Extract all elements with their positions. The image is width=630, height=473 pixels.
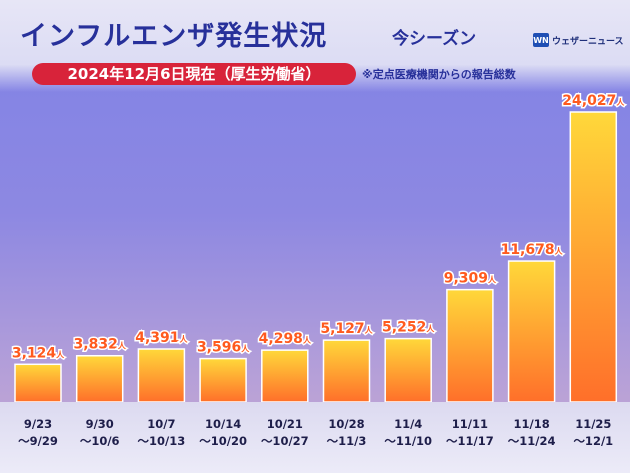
data-label: 24,027人 [562,93,625,109]
tick-label: 11/11 〜11/17 [439,416,501,450]
bar [199,357,247,403]
tick-label-end: 〜9/29 [18,434,58,448]
tick-label: 11/4 〜11/10 [377,416,439,450]
bar [569,111,618,403]
bar [261,349,309,403]
tick-label-end: 〜11/3 [326,434,367,448]
weathernews-logo: WN ウェザーニュース [533,32,624,48]
data-label: 5,252人 [382,320,435,336]
tick-label-start: 11/11 [451,417,488,431]
tick-label: 10/7 〜10/13 [130,416,192,450]
data-label: 3,832人 [74,337,127,353]
tick-label-end: 〜12/1 [573,434,614,448]
bar [14,363,62,403]
data-label: 3,596人 [197,340,250,356]
chart-title-season: 今シーズン [392,29,477,49]
logo-mark-icon: WN [533,33,549,47]
data-label: 9,309人 [444,271,497,287]
tick-label-start: 9/23 [23,417,53,431]
tick-label-end: 〜10/6 [79,434,120,448]
x-axis-labels: 9/23 〜9/29 9/30 〜10/6 10/7 〜10/13 10/14 〜10/20 1… [0,402,630,473]
tick-label-end: 〜10/27 [260,434,309,448]
tick-label-end: 〜10/13 [137,434,186,448]
tick-label-end: 〜11/24 [507,434,556,448]
tick-label: 11/25 〜12/1 [562,416,624,450]
data-label: 4,391人 [135,330,188,346]
tick-label: 10/21 〜10/27 [254,416,316,450]
tick-label-start: 10/7 [147,417,176,431]
data-label: 4,298人 [259,331,312,347]
tick-label: 9/23 〜9/29 [7,416,69,450]
tick-label-end: 〜11/10 [384,434,433,448]
tick-label: 10/28 〜11/3 [316,416,378,450]
tick-label-end: 〜11/17 [446,434,494,448]
bar [322,339,371,403]
tick-label: 9/30 〜10/6 [69,416,131,450]
tick-label-start: 10/21 [266,417,303,431]
source-note: ※定点医療機関からの報告総数 [362,68,516,81]
date-badge: 2024年12月6日現在（厚生労働省） [32,63,356,85]
tick-label-start: 11/25 [575,417,612,431]
tick-label-end: 〜10/20 [199,434,247,448]
tick-label-start: 10/14 [204,417,242,431]
tick-label: 11/18 〜11/24 [501,416,563,450]
tick-label-start: 11/18 [513,417,550,431]
bar [137,348,186,403]
bar [75,354,124,403]
data-label: 5,127人 [320,321,373,337]
tick-label-start: 11/4 [394,417,423,431]
bar [446,288,494,403]
data-label: 11,678人 [501,242,564,258]
logo-text: ウェザーニュース [552,36,624,47]
data-label: 3,124人 [12,345,65,361]
bar [507,260,556,403]
tick-label-start: 9/30 [85,417,114,431]
chart-title: インフルエンザ発生状況 [20,21,328,52]
tick-label: 10/14 〜10/20 [192,416,254,450]
bar [384,337,432,403]
tick-label-start: 10/28 [328,417,365,431]
